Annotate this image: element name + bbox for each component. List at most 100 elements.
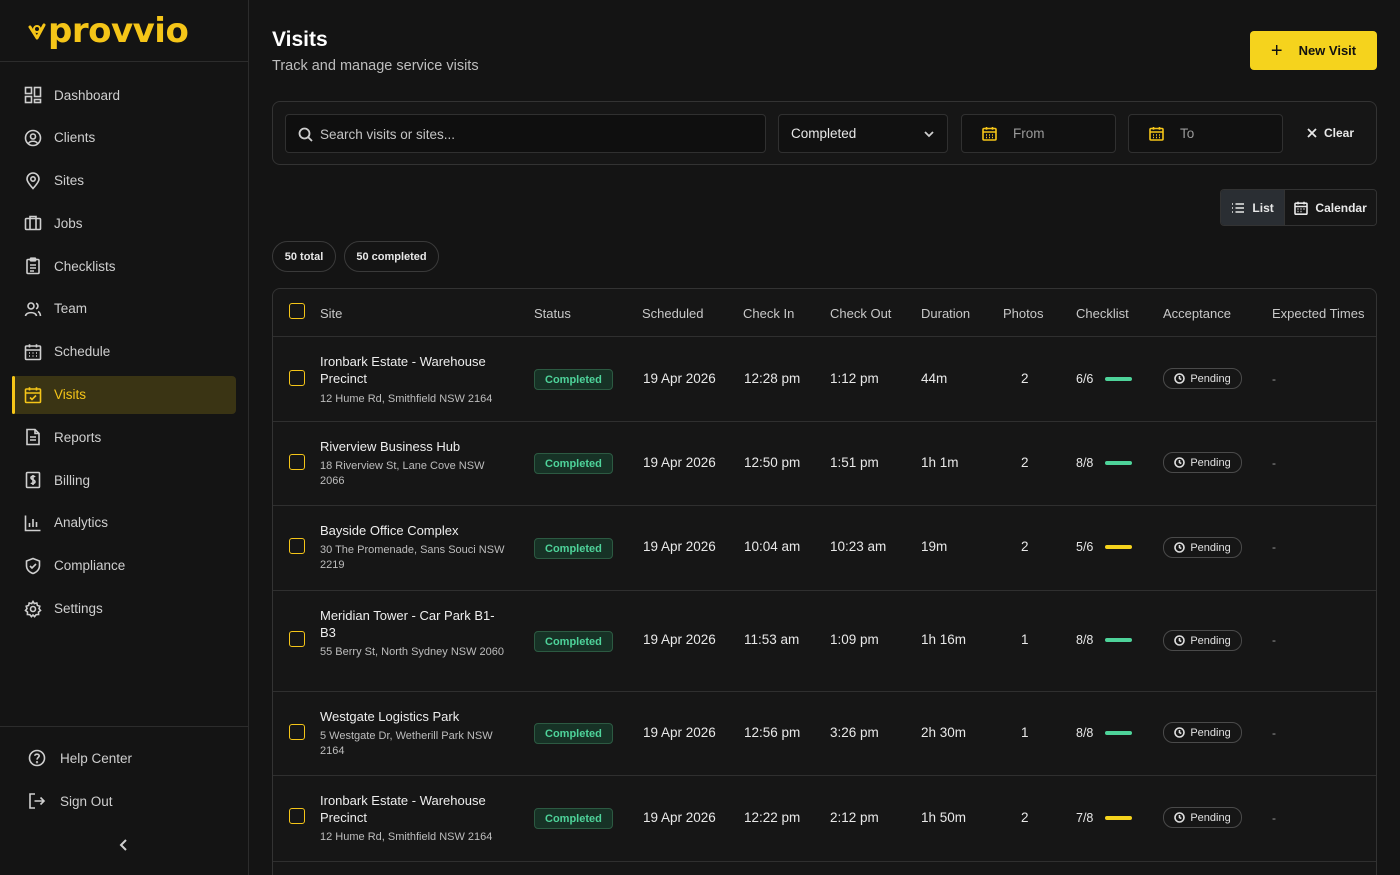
sidebar: provvio Dashboard Clients Sites Jobs Che… [0, 0, 249, 875]
logo[interactable]: provvio [0, 0, 248, 62]
check-in-time: 12:50 pm [744, 455, 801, 470]
checklist-progress-bar [1105, 461, 1132, 465]
help-center-link[interactable]: Help Center [28, 739, 248, 777]
sidebar-item-sites[interactable]: Sites [12, 162, 236, 200]
filter-bar: Completed From To Clear [272, 101, 1377, 165]
table-row[interactable]: Bayside Office Complex 30 The Promenade,… [273, 506, 1376, 591]
site-name[interactable]: Meridian Tower - Car Park B1-B3 [320, 608, 495, 640]
visits-table: Site Status Scheduled Check In Check Out… [272, 288, 1377, 875]
sidebar-item-checklists[interactable]: Checklists [12, 247, 236, 285]
checklist-progress-bar [1105, 545, 1132, 549]
column-header-acceptance[interactable]: Acceptance [1163, 306, 1231, 321]
dollar-icon [24, 471, 42, 489]
row-checkbox[interactable] [289, 538, 305, 554]
site-name[interactable]: Ironbark Estate - Warehouse Precinct [320, 354, 486, 386]
status-badge: Completed [534, 538, 613, 559]
sidebar-item-label: Billing [54, 472, 91, 488]
site-address: 18 Riverview St, Lane Cove NSW 2066 [320, 460, 485, 487]
acceptance-badge[interactable]: Pending [1163, 452, 1242, 473]
column-header-checklist[interactable]: Checklist [1076, 306, 1129, 321]
sidebar-item-dashboard[interactable]: Dashboard [12, 76, 236, 114]
check-in-time: 12:22 pm [744, 810, 801, 825]
sidebar-item-clients[interactable]: Clients [12, 119, 236, 157]
status-badge: Completed [534, 808, 613, 829]
acceptance-label: Pending [1190, 811, 1231, 824]
status-filter-select[interactable]: Completed [778, 114, 948, 153]
completed-count-badge: 50 completed [344, 241, 439, 272]
row-checkbox[interactable] [289, 370, 305, 386]
table-row[interactable]: Riverview Business Hub 18 Riverview St, … [273, 422, 1376, 506]
site-address: 12 Hume Rd, Smithfield NSW 2164 [320, 393, 493, 405]
column-header-duration[interactable]: Duration [921, 306, 971, 321]
chevron-down-icon [923, 128, 935, 140]
dashboard-icon [24, 86, 42, 104]
column-header-expected-times[interactable]: Expected Times [1272, 306, 1365, 321]
acceptance-label: Pending [1190, 541, 1231, 554]
expected-times: - [1272, 456, 1276, 470]
row-checkbox[interactable] [289, 808, 305, 824]
column-header-check-out[interactable]: Check Out [830, 306, 892, 321]
row-checkbox[interactable] [289, 724, 305, 740]
column-header-scheduled[interactable]: Scheduled [642, 306, 704, 321]
sidebar-item-billing[interactable]: Billing [12, 461, 236, 499]
table-row[interactable]: Ironbark Estate - Warehouse Precinct 12 … [273, 776, 1376, 862]
new-visit-button[interactable]: + New Visit [1250, 31, 1377, 70]
check-out-time: 1:51 pm [830, 455, 879, 470]
acceptance-badge[interactable]: Pending [1163, 630, 1242, 651]
sign-out-link[interactable]: Sign Out [28, 782, 248, 820]
acceptance-badge[interactable]: Pending [1163, 537, 1242, 558]
search-box [285, 114, 766, 153]
site-address: 55 Berry St, North Sydney NSW 2060 [320, 646, 505, 658]
photo-count: 1 [1021, 725, 1029, 740]
scheduled-date: 19 Apr 2026 [643, 810, 716, 825]
site-name[interactable]: Westgate Logistics Park [320, 709, 460, 724]
sidebar-item-analytics[interactable]: Analytics [12, 504, 236, 542]
column-header-site[interactable]: Site [320, 306, 343, 321]
site-name[interactable]: Riverview Business Hub [320, 439, 461, 454]
acceptance-label: Pending [1190, 456, 1231, 469]
row-checkbox[interactable] [289, 631, 305, 647]
check-in-time: 12:56 pm [744, 725, 801, 740]
from-date-input[interactable]: From [961, 114, 1116, 153]
table-row[interactable]: Ironbark Estate - Warehouse Precinct 12 … [273, 337, 1376, 422]
search-input[interactable] [320, 123, 750, 145]
column-header-check-in[interactable]: Check In [743, 306, 795, 321]
acceptance-badge[interactable]: Pending [1163, 722, 1242, 743]
sidebar-item-label: Reports [54, 429, 102, 445]
column-header-photos[interactable]: Photos [1003, 306, 1044, 321]
table-row[interactable]: Meridian Tower - Car Park B1-B3 55 Berry… [273, 591, 1376, 692]
row-checkbox[interactable] [289, 454, 305, 470]
sidebar-item-reports[interactable]: Reports [12, 418, 236, 456]
calendar-view-button[interactable]: Calendar [1284, 190, 1376, 225]
clear-filters-button[interactable]: Clear [1306, 126, 1354, 140]
site-address: 5 Westgate Dr, Wetherill Park NSW 2164 [320, 730, 493, 757]
sidebar-item-team[interactable]: Team [12, 290, 236, 328]
list-view-button[interactable]: List [1221, 190, 1285, 225]
table-row[interactable]: Westgate Logistics Park 5 Westgate Dr, W… [273, 692, 1376, 776]
acceptance-label: Pending [1190, 726, 1231, 739]
users-icon [24, 300, 42, 318]
map-pin-icon [24, 171, 42, 190]
collapse-sidebar-chevron-left-icon[interactable] [116, 837, 132, 853]
site-address: 12 Hume Rd, Smithfield NSW 2164 [320, 831, 493, 843]
sidebar-item-jobs[interactable]: Jobs [12, 204, 236, 242]
sidebar-item-schedule[interactable]: Schedule [12, 333, 236, 371]
check-out-time: 10:23 am [830, 539, 887, 554]
sidebar-item-compliance[interactable]: Compliance [12, 547, 236, 585]
site-name[interactable]: Ironbark Estate - Warehouse Precinct [320, 793, 486, 825]
select-all-checkbox[interactable] [289, 303, 305, 319]
acceptance-badge[interactable]: Pending [1163, 807, 1242, 828]
acceptance-label: Pending [1190, 634, 1231, 647]
sidebar-item-visits[interactable]: Visits [12, 375, 236, 414]
clock-icon [1174, 542, 1186, 553]
site-name[interactable]: Bayside Office Complex [320, 523, 459, 538]
checklist-progress-bar [1105, 638, 1132, 642]
to-date-input[interactable]: To [1128, 114, 1283, 153]
user-circle-icon [24, 129, 42, 147]
close-icon [1306, 127, 1318, 139]
column-header-status[interactable]: Status [534, 306, 571, 321]
acceptance-badge[interactable]: Pending [1163, 368, 1242, 389]
photo-count: 1 [1021, 632, 1029, 647]
sidebar-item-settings[interactable]: Settings [12, 590, 236, 628]
check-out-time: 1:09 pm [830, 632, 879, 647]
